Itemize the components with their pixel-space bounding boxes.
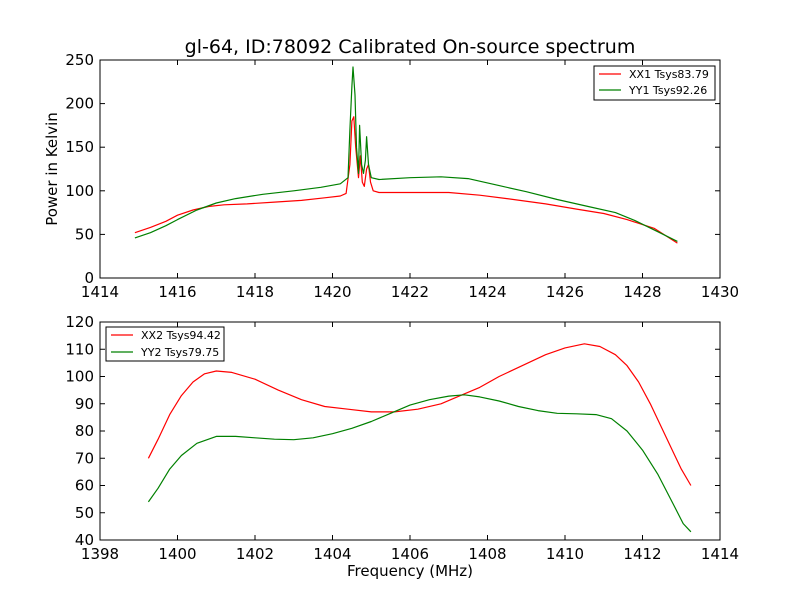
series-lines bbox=[147, 343, 692, 533]
x-tick-label: 1410 bbox=[546, 545, 584, 563]
y-tick-label: 0 bbox=[84, 269, 94, 287]
series-lines bbox=[134, 66, 678, 244]
y-axis-label: Power in Kelvin bbox=[43, 112, 61, 226]
x-tick-label: 1418 bbox=[236, 283, 274, 301]
x-tick-label: 1414 bbox=[81, 283, 119, 301]
legend-box bbox=[105, 326, 225, 362]
x-tick-label: 1426 bbox=[546, 283, 584, 301]
series-line-yy1 bbox=[134, 66, 678, 242]
axis-ticks: 1398 1400 1402 1404 1406 1408 1410 1412 1414 40 50… bbox=[65, 313, 739, 563]
y-tick-label: 100 bbox=[65, 368, 94, 386]
x-tick-label: 1406 bbox=[391, 545, 429, 563]
x-tick-label: 1420 bbox=[313, 283, 351, 301]
axis-ticks: 1414 1416 1418 1420 1422 1424 1426 1428 1430 0 50 1… bbox=[65, 51, 739, 301]
x-tick-label: 1428 bbox=[623, 283, 661, 301]
x-tick-label: 1430 bbox=[701, 283, 739, 301]
x-axis-label: Frequency (MHz) bbox=[347, 562, 473, 580]
legend: XX2 Tsys94.42 YY2 Tsys79.75 bbox=[105, 326, 225, 362]
series-line-xx1 bbox=[134, 116, 678, 244]
x-tick-label: 1402 bbox=[236, 545, 274, 563]
y-tick-label: 80 bbox=[75, 422, 94, 440]
x-tick-label: 1408 bbox=[468, 545, 506, 563]
x-tick-label: 1398 bbox=[81, 545, 119, 563]
x-tick-label: 1416 bbox=[158, 283, 196, 301]
y-tick-label: 40 bbox=[75, 531, 94, 549]
y-tick-label: 120 bbox=[65, 313, 94, 331]
x-tick-label: 1424 bbox=[468, 283, 506, 301]
legend-box bbox=[593, 65, 716, 101]
y-tick-label: 110 bbox=[65, 340, 94, 358]
x-tick-label: 1404 bbox=[313, 545, 351, 563]
y-tick-label: 50 bbox=[75, 504, 94, 522]
legend-label-xx1: XX1 Tsys83.79 bbox=[629, 68, 709, 81]
legend-label-yy1: YY1 Tsys92.26 bbox=[628, 84, 707, 97]
legend-label-yy2: YY2 Tsys79.75 bbox=[140, 346, 219, 359]
y-tick-label: 90 bbox=[75, 395, 94, 413]
legend: XX1 Tsys83.79 YY1 Tsys92.26 bbox=[593, 65, 716, 101]
y-tick-label: 70 bbox=[75, 449, 94, 467]
plot-frame bbox=[99, 59, 721, 279]
top-chart: gl-64, ID:78092 Calibrated On-source spe… bbox=[43, 36, 739, 301]
series-line-yy2 bbox=[147, 394, 692, 533]
bottom-chart: Frequency (MHz) 1398 1400 1402 1404 1406 1408… bbox=[65, 313, 739, 580]
chart-title: gl-64, ID:78092 Calibrated On-source spe… bbox=[185, 36, 636, 58]
y-tick-label: 250 bbox=[65, 51, 94, 69]
x-tick-label: 1414 bbox=[701, 545, 739, 563]
x-tick-label: 1422 bbox=[391, 283, 429, 301]
x-tick-label: 1412 bbox=[623, 545, 661, 563]
y-tick-label: 100 bbox=[65, 182, 94, 200]
x-tick-label: 1400 bbox=[158, 545, 196, 563]
y-tick-label: 60 bbox=[75, 477, 94, 495]
y-tick-label: 50 bbox=[75, 225, 94, 243]
series-line-xx2 bbox=[147, 343, 692, 486]
legend-label-xx2: XX2 Tsys94.42 bbox=[141, 329, 221, 342]
y-tick-label: 200 bbox=[65, 95, 94, 113]
y-tick-label: 150 bbox=[65, 138, 94, 156]
plot-frame bbox=[99, 321, 721, 541]
